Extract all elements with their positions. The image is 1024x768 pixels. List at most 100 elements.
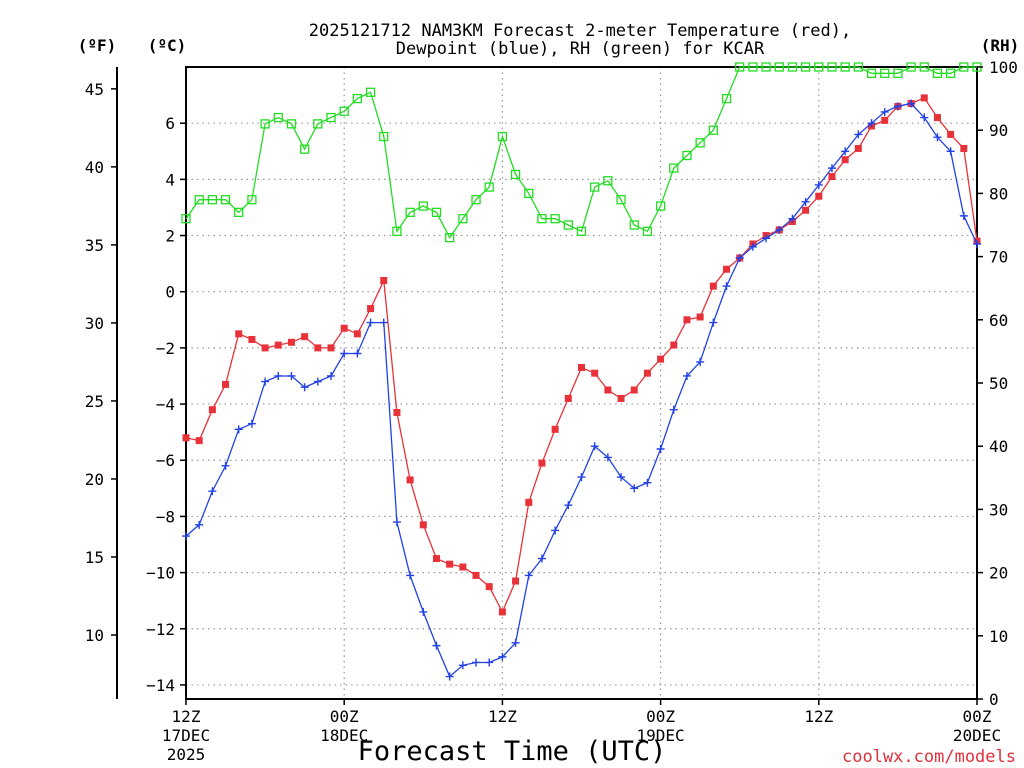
rh-point xyxy=(655,201,666,211)
rh-point xyxy=(405,207,415,218)
dewpoint-point xyxy=(788,214,797,223)
x-tick-label: 18DEC xyxy=(320,726,368,745)
rh-point xyxy=(194,195,204,205)
temperature-point xyxy=(459,563,467,571)
temperature-point xyxy=(551,425,559,433)
fahrenheit-tick-label: 15 xyxy=(85,548,104,567)
temperature-point xyxy=(657,355,665,363)
dewpoint-point xyxy=(920,113,929,122)
temperature-point xyxy=(498,608,506,616)
ticks-layer: 45403530252015106420−2−4−6−8−10−12−14100… xyxy=(85,58,1018,764)
temperature-point xyxy=(419,521,427,529)
credit-text: coolwx.com/models xyxy=(842,747,1016,767)
rh-point xyxy=(906,62,916,72)
rh-point xyxy=(590,182,600,192)
rh-point xyxy=(392,226,402,236)
dewpoint-point xyxy=(973,239,981,248)
dewpoint-point xyxy=(182,532,190,541)
celsius-tick-label: −6 xyxy=(156,451,175,470)
dewpoint-point xyxy=(366,318,375,327)
dewpoint-point xyxy=(696,357,705,366)
dewpoint-point xyxy=(274,371,283,380)
grid-layer xyxy=(186,67,977,699)
fahrenheit-tick-label: 20 xyxy=(85,470,104,489)
temperature-point xyxy=(261,344,269,352)
celsius-tick-label: 6 xyxy=(165,114,175,133)
temperature-point xyxy=(195,437,203,445)
temperature-point xyxy=(472,571,480,579)
rh-point xyxy=(642,226,653,236)
rh-point xyxy=(220,195,231,205)
rh-point xyxy=(787,62,798,72)
dewpoint-point xyxy=(880,107,889,116)
dewpoint-point xyxy=(827,164,836,173)
rh-point xyxy=(814,62,824,72)
dewpoint-point xyxy=(287,371,296,380)
rh-point xyxy=(247,195,257,205)
temperature-point xyxy=(512,577,520,585)
rh-point xyxy=(840,62,850,72)
celsius-tick-label: −8 xyxy=(156,507,175,526)
dewpoint-point xyxy=(762,234,771,243)
rh-point xyxy=(537,214,547,224)
rh-point xyxy=(603,176,613,186)
dewpoint-point xyxy=(234,425,243,434)
x-tick-label: 20DEC xyxy=(953,726,1001,745)
rh-point xyxy=(880,68,890,78)
celsius-tick-label: 2 xyxy=(165,227,175,246)
temperature-point xyxy=(235,330,243,338)
temperature-point xyxy=(643,369,651,377)
temperature-point xyxy=(815,192,823,200)
rh-point xyxy=(682,150,692,161)
x-tick-label: 00Z xyxy=(330,707,359,726)
dewpoint-point xyxy=(933,133,942,142)
dewpoint-point xyxy=(656,445,665,454)
rh-point xyxy=(445,232,455,243)
temperature-point xyxy=(723,265,731,273)
rh-tick-label: 30 xyxy=(989,500,1008,519)
dewpoint-point xyxy=(511,638,520,647)
rh-point xyxy=(260,119,270,129)
dewpoint-point xyxy=(524,571,533,580)
rh-point xyxy=(721,93,732,104)
dewpoint-point xyxy=(472,658,481,667)
temperature-point xyxy=(393,408,401,416)
dewpoint-point xyxy=(722,282,731,291)
dewpoint-point xyxy=(643,478,652,487)
rh-point xyxy=(471,195,481,205)
temperature-point xyxy=(340,324,348,332)
dewpoint-point xyxy=(630,484,639,493)
dewpoint-point xyxy=(458,661,467,670)
dewpoint-point xyxy=(300,383,309,392)
temperature-point xyxy=(696,313,704,321)
rh-tick-label: 80 xyxy=(989,184,1008,203)
rh-point xyxy=(286,119,297,129)
rh-tick-label: 0 xyxy=(989,690,999,709)
fahrenheit-tick-label: 35 xyxy=(85,236,104,255)
temperature-point xyxy=(854,144,862,152)
celsius-tick-label: 0 xyxy=(165,283,175,302)
dewpoint-point xyxy=(854,130,863,139)
dewpoint-point xyxy=(669,405,678,414)
rh-point xyxy=(774,62,784,72)
rh-point xyxy=(945,68,956,78)
temperature-point xyxy=(670,341,678,349)
temperature-point xyxy=(525,498,533,506)
rh-point xyxy=(207,195,218,205)
temperature-point xyxy=(222,380,230,388)
rh-point xyxy=(959,62,969,72)
dewpoint-point xyxy=(959,211,968,220)
dewpoint-point xyxy=(617,473,626,482)
series-rh xyxy=(181,62,982,243)
temperature-point xyxy=(933,114,941,122)
rh-point xyxy=(181,214,191,224)
temperature-point xyxy=(314,344,322,352)
rh-tick-label: 60 xyxy=(989,311,1008,330)
rh-point xyxy=(326,112,336,123)
dewpoint-point xyxy=(814,180,823,189)
dewpoint-point xyxy=(564,501,573,510)
rh-point xyxy=(893,68,903,78)
temperature-point xyxy=(538,459,546,467)
rh-point xyxy=(418,201,428,211)
rh-axis-label: (RH) xyxy=(981,36,1020,55)
